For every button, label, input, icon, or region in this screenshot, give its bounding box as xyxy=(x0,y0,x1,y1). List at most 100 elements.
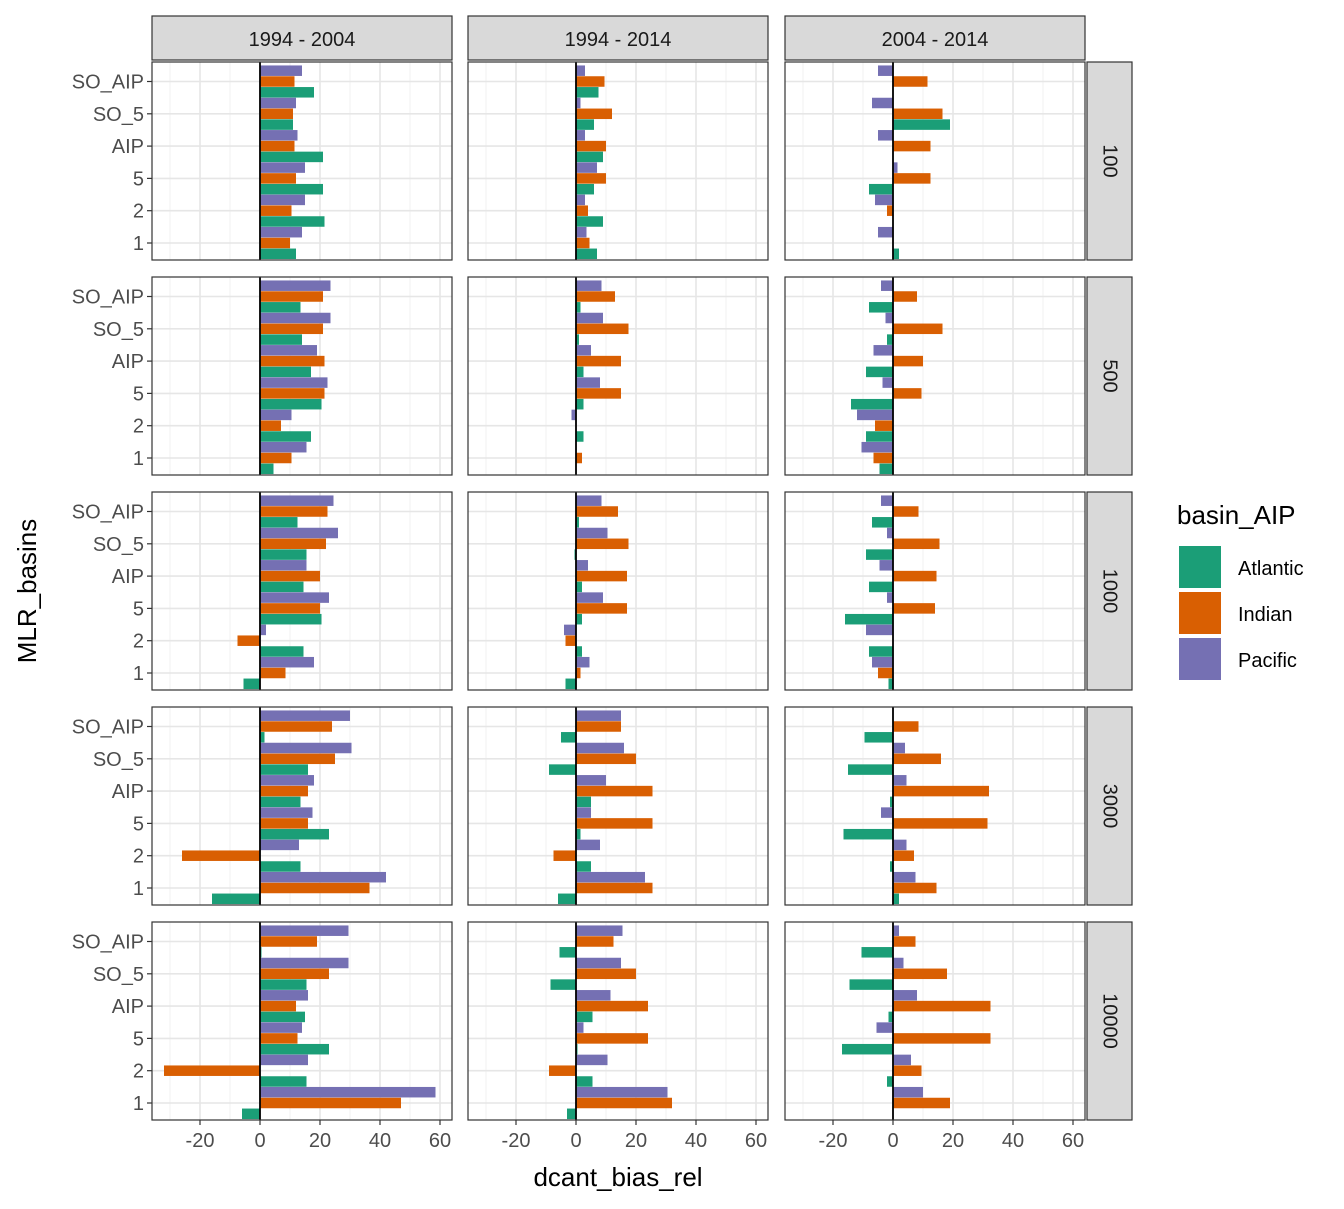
bar-indian xyxy=(260,140,295,152)
panel-background xyxy=(785,492,1085,690)
bar-pacific xyxy=(576,194,585,206)
bar-indian xyxy=(237,635,260,646)
panel-border xyxy=(784,706,1086,906)
panel-border xyxy=(151,491,453,691)
bar-atlantic xyxy=(866,431,893,442)
facet-panel xyxy=(784,706,1086,906)
bar-indian xyxy=(893,108,943,120)
bar-atlantic xyxy=(849,979,893,990)
row-strip xyxy=(1086,276,1133,476)
bar-atlantic xyxy=(869,183,893,195)
bar-indian xyxy=(893,753,941,765)
bar-indian xyxy=(576,603,627,614)
bar-indian xyxy=(553,850,576,861)
row-strip-label: 1000 xyxy=(1099,569,1121,614)
bar-atlantic xyxy=(260,517,298,528)
bar-indian xyxy=(576,1097,672,1109)
panel-border xyxy=(784,921,1086,1121)
bar-atlantic xyxy=(260,1043,329,1055)
bar-atlantic xyxy=(576,581,582,593)
bar-pacific xyxy=(893,742,905,754)
facet-panel xyxy=(467,491,769,691)
bar-atlantic xyxy=(550,979,576,990)
facet-panel xyxy=(467,61,769,261)
bar-pacific xyxy=(260,312,331,324)
bar-indian xyxy=(873,452,893,464)
bar-indian xyxy=(576,140,606,152)
y-tick-label: 1 xyxy=(133,663,144,685)
bar-indian xyxy=(260,818,308,829)
bar-pacific xyxy=(576,560,588,571)
row-strip xyxy=(1086,491,1133,691)
bar-atlantic xyxy=(893,893,899,905)
bar-atlantic xyxy=(576,646,582,657)
bar-pacific xyxy=(260,624,266,636)
bar-atlantic xyxy=(888,1011,893,1023)
x-tick-label: 20 xyxy=(942,1130,964,1152)
bar-indian xyxy=(260,291,323,302)
facet-panel xyxy=(467,276,769,476)
bar-indian xyxy=(260,1097,401,1109)
bar-pacific xyxy=(576,1022,584,1033)
panel-border xyxy=(784,491,1086,691)
bar-indian xyxy=(260,570,320,582)
bar-atlantic xyxy=(576,1011,593,1023)
bar-pacific xyxy=(260,495,334,506)
bar-pacific xyxy=(260,925,349,936)
y-tick-label: SO_5 xyxy=(93,319,144,341)
bar-pacific xyxy=(260,1054,308,1066)
bar-pacific xyxy=(260,839,299,851)
bar-atlantic xyxy=(576,828,581,840)
bar-atlantic xyxy=(260,334,302,345)
bar-atlantic xyxy=(260,796,301,808)
y-tick-label: SO_AIP xyxy=(72,287,144,309)
bar-pacific xyxy=(878,226,893,238)
bar-indian xyxy=(260,603,320,614)
y-tick-label: 2 xyxy=(133,1061,144,1083)
bar-indian xyxy=(576,968,636,980)
bar-indian xyxy=(260,882,370,894)
bar-pacific xyxy=(260,957,349,969)
bar-pacific xyxy=(893,1054,911,1066)
bar-atlantic xyxy=(260,183,323,195)
bar-pacific xyxy=(576,839,600,851)
bar-atlantic xyxy=(260,463,274,475)
row-strip-label: 100 xyxy=(1099,144,1121,177)
bar-pacific xyxy=(881,280,893,291)
x-tick-label: 40 xyxy=(1002,1130,1024,1152)
bar-pacific xyxy=(893,990,917,1001)
bar-indian xyxy=(260,108,293,120)
bar-atlantic xyxy=(864,732,893,743)
legend-label: Atlantic xyxy=(1238,558,1304,580)
bar-pacific xyxy=(260,345,317,356)
bar-indian xyxy=(893,1000,991,1012)
bar-indian xyxy=(260,753,335,765)
bar-pacific xyxy=(260,560,307,571)
bar-indian xyxy=(893,936,916,947)
bar-pacific xyxy=(260,1022,302,1033)
bar-pacific xyxy=(876,1022,893,1033)
facet-panel: SO_AIP SO_5 AIP 5 2 1 xyxy=(72,491,453,691)
bar-pacific xyxy=(260,527,338,539)
bar-pacific xyxy=(893,957,904,969)
column-strip-label: 1994 - 2014 xyxy=(565,29,672,51)
bar-pacific xyxy=(260,65,302,76)
bar-pacific xyxy=(576,97,581,109)
bar-atlantic xyxy=(558,893,576,905)
bar-pacific xyxy=(260,592,329,603)
bar-pacific xyxy=(260,441,307,453)
bar-indian xyxy=(576,1000,648,1012)
bar-indian xyxy=(576,355,621,367)
bar-pacific xyxy=(872,656,893,668)
bar-indian xyxy=(576,291,615,302)
bar-atlantic xyxy=(576,248,597,260)
facet-panel xyxy=(784,276,1086,476)
bar-atlantic xyxy=(260,431,311,442)
y-tick-label: 1 xyxy=(133,448,144,470)
bar-indian xyxy=(576,936,614,947)
y-tick-label: AIP xyxy=(112,351,144,373)
y-tick-label: SO_5 xyxy=(93,964,144,986)
facet-panel: SO_AIP SO_5 AIP 5 2 1 xyxy=(72,706,453,906)
bar-atlantic xyxy=(866,366,893,378)
bar-pacific xyxy=(260,871,386,883)
